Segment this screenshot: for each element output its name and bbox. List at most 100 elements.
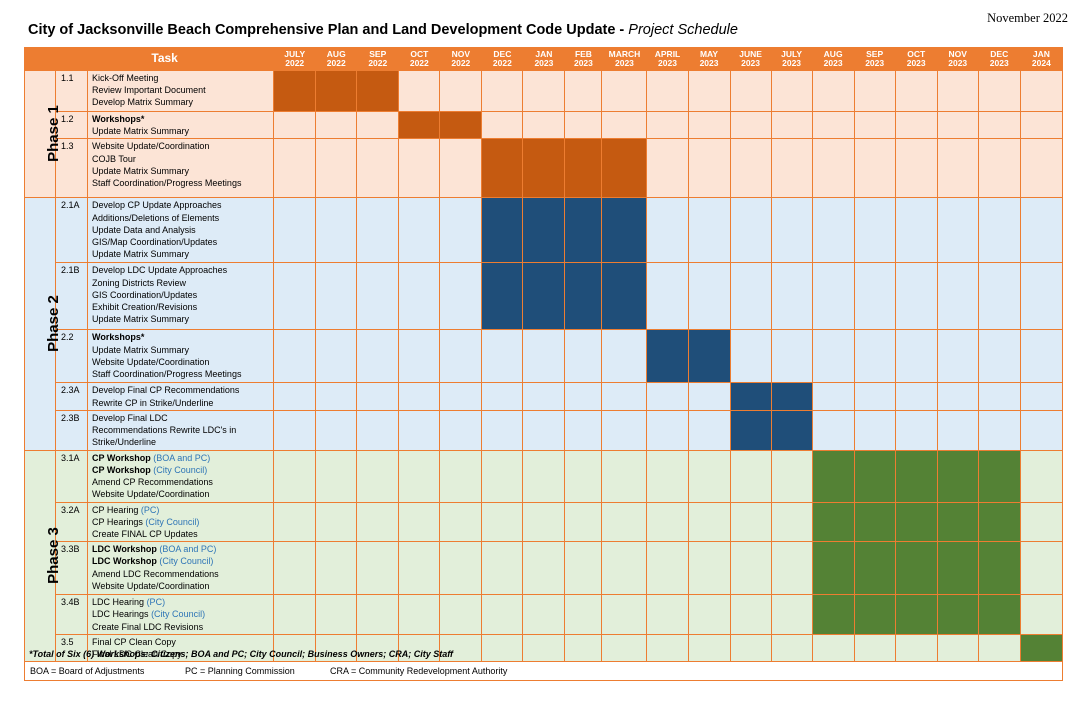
schedule-cell: [730, 198, 771, 263]
task-line: CP Hearing (PC): [92, 504, 273, 516]
month-header: DEC2022: [482, 48, 523, 71]
schedule-cell: [399, 383, 440, 410]
schedule-bar-cell: [688, 330, 730, 383]
month-year: 2023: [938, 59, 978, 69]
schedule-bar-cell: [812, 450, 854, 502]
schedule-bar-cell: [978, 595, 1020, 635]
schedule-cell: [274, 198, 316, 263]
task-text: Exhibit Creation/Revisions: [92, 302, 197, 312]
schedule-cell: [565, 542, 602, 595]
schedule-cell: [523, 112, 565, 139]
schedule-cell: [978, 263, 1020, 330]
schedule-cell: [937, 383, 978, 410]
task-text: LDC Hearings: [92, 609, 149, 619]
month-year: 2023: [647, 59, 687, 69]
task-line: Update Matrix Summary: [92, 165, 273, 177]
schedule-bar-cell: [357, 71, 399, 112]
task-line: Update Matrix Summary: [92, 248, 273, 260]
phase-label: Phase 3: [45, 527, 62, 584]
task-line: Develop Final LDC: [92, 412, 273, 424]
schedule-cell: [602, 595, 647, 635]
schedule-cell: [771, 71, 812, 112]
schedule-cell: [357, 330, 399, 383]
schedule-bar-cell: [854, 450, 895, 502]
schedule-cell: [602, 450, 647, 502]
schedule-bar-cell: [482, 263, 523, 330]
schedule-bar-cell: [602, 263, 647, 330]
schedule-cell: [730, 139, 771, 198]
month-header: AUG2023: [812, 48, 854, 71]
task-line: Website Update/Coordination: [92, 356, 273, 368]
task-line: Recommendations Rewrite LDC's in: [92, 424, 273, 436]
task-text: Website Update/Coordination: [92, 581, 209, 591]
schedule-cell: [812, 198, 854, 263]
month-header: APRIL2023: [647, 48, 688, 71]
schedule-cell: [565, 595, 602, 635]
month-header: MARCH2023: [602, 48, 647, 71]
schedule-cell: [316, 263, 357, 330]
schedule-cell: [274, 263, 316, 330]
task-text: Develop CP Update Approaches: [92, 200, 221, 210]
schedule-cell: [602, 71, 647, 112]
schedule-table: Task JULY2022AUG2022SEP2022OCT2022NOV202…: [24, 47, 1063, 662]
month-header: SEP2023: [854, 48, 895, 71]
schedule-cell: [482, 330, 523, 383]
schedule-cell: [895, 383, 937, 410]
month-year: 2023: [731, 59, 771, 69]
schedule-cell: [357, 139, 399, 198]
month-header: JULY2023: [771, 48, 812, 71]
schedule-cell: [399, 502, 440, 542]
month-year: 2022: [357, 59, 398, 69]
task-row: Phase 22.1ADevelop CP Update ApproachesA…: [25, 198, 1063, 263]
task-row: 2.2Workshops*Update Matrix SummaryWebsit…: [25, 330, 1063, 383]
schedule-bar-cell: [316, 71, 357, 112]
month-header: SEP2022: [357, 48, 399, 71]
schedule-bar-cell: [274, 71, 316, 112]
schedule-bar-cell: [895, 450, 937, 502]
schedule-cell: [854, 263, 895, 330]
title-subtitle: Project Schedule: [628, 22, 738, 38]
task-line: Update Data and Analysis: [92, 224, 273, 236]
legend-boa: BOA = Board of Adjustments: [30, 666, 185, 676]
schedule-cell: [812, 410, 854, 450]
schedule-cell: [771, 542, 812, 595]
task-note: (City Council): [157, 556, 214, 566]
schedule-cell: [357, 450, 399, 502]
schedule-cell: [854, 330, 895, 383]
schedule-bar-cell: [812, 542, 854, 595]
task-line: Workshops*: [92, 331, 273, 343]
task-text: Update Matrix Summary: [92, 345, 189, 355]
schedule-cell: [399, 198, 440, 263]
schedule-cell: [565, 330, 602, 383]
schedule-cell: [482, 71, 523, 112]
legend-cra: CRA = Community Redevelopment Authority: [330, 666, 507, 676]
task-row: 1.2Workshops*Update Matrix Summary: [25, 112, 1063, 139]
schedule-cell: [357, 112, 399, 139]
schedule-cell: [316, 595, 357, 635]
task-text: Strike/Underline: [92, 437, 156, 447]
schedule-cell: [895, 112, 937, 139]
schedule-cell: [399, 410, 440, 450]
schedule-cell: [647, 263, 688, 330]
header-corner: [25, 48, 56, 71]
schedule-cell: [647, 198, 688, 263]
schedule-bar-cell: [978, 542, 1020, 595]
schedule-cell: [937, 139, 978, 198]
schedule-cell: [274, 383, 316, 410]
schedule-bar-cell: [523, 263, 565, 330]
task-row: 3.3BLDC Workshop (BOA and PC)LDC Worksho…: [25, 542, 1063, 595]
schedule-cell: [688, 383, 730, 410]
task-text: LDC Workshop: [92, 556, 157, 566]
phase-label: Phase 2: [45, 295, 62, 352]
schedule-cell: [274, 410, 316, 450]
schedule-bar-cell: [565, 198, 602, 263]
task-text: COJB Tour: [92, 154, 136, 164]
schedule-cell: [1020, 595, 1062, 635]
task-description: Kick-Off MeetingReview Important Documen…: [88, 71, 274, 112]
task-line: Develop Final CP Recommendations: [92, 384, 273, 396]
task-column-header: Task: [56, 48, 274, 71]
schedule-bar-cell: [895, 595, 937, 635]
schedule-cell: [523, 595, 565, 635]
task-description: Develop CP Update ApproachesAdditions/De…: [88, 198, 274, 263]
schedule-bar-cell: [854, 502, 895, 542]
